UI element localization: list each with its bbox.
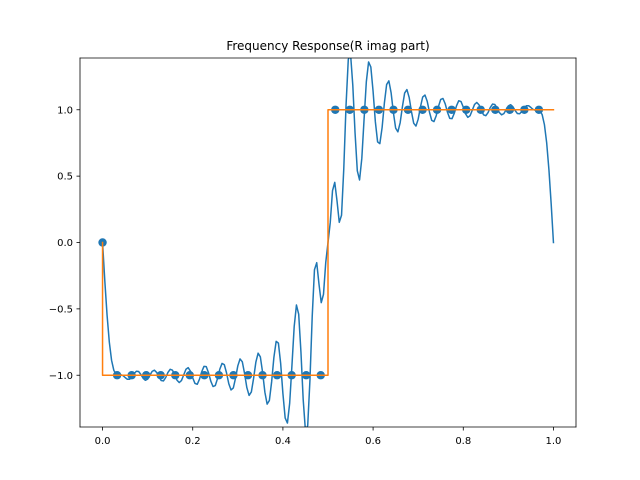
y-axis: −1.0 −0.5 0.0 0.5 1.0 [49, 105, 80, 382]
x-tick-label: 0.8 [455, 436, 471, 447]
chart-title: Frequency Response(R imag part) [226, 39, 429, 53]
y-tick-label: 1.0 [57, 105, 73, 116]
x-tick-label: 0.2 [185, 436, 201, 447]
x-tick-label: 0.6 [365, 436, 381, 447]
x-tick-label: 0.4 [275, 436, 291, 447]
y-tick-label: 0.5 [57, 172, 73, 183]
y-tick-label: 0.0 [57, 238, 73, 249]
y-tick-label: −0.5 [49, 304, 73, 315]
y-tick-label: −1.0 [49, 371, 73, 382]
x-axis: 0.0 0.2 0.4 0.6 0.8 1.0 [95, 427, 562, 447]
x-tick-label: 0.0 [95, 436, 111, 447]
series-3-line [101, 109, 555, 376]
plot-marks [98, 58, 555, 427]
x-tick-label: 1.0 [546, 436, 562, 447]
